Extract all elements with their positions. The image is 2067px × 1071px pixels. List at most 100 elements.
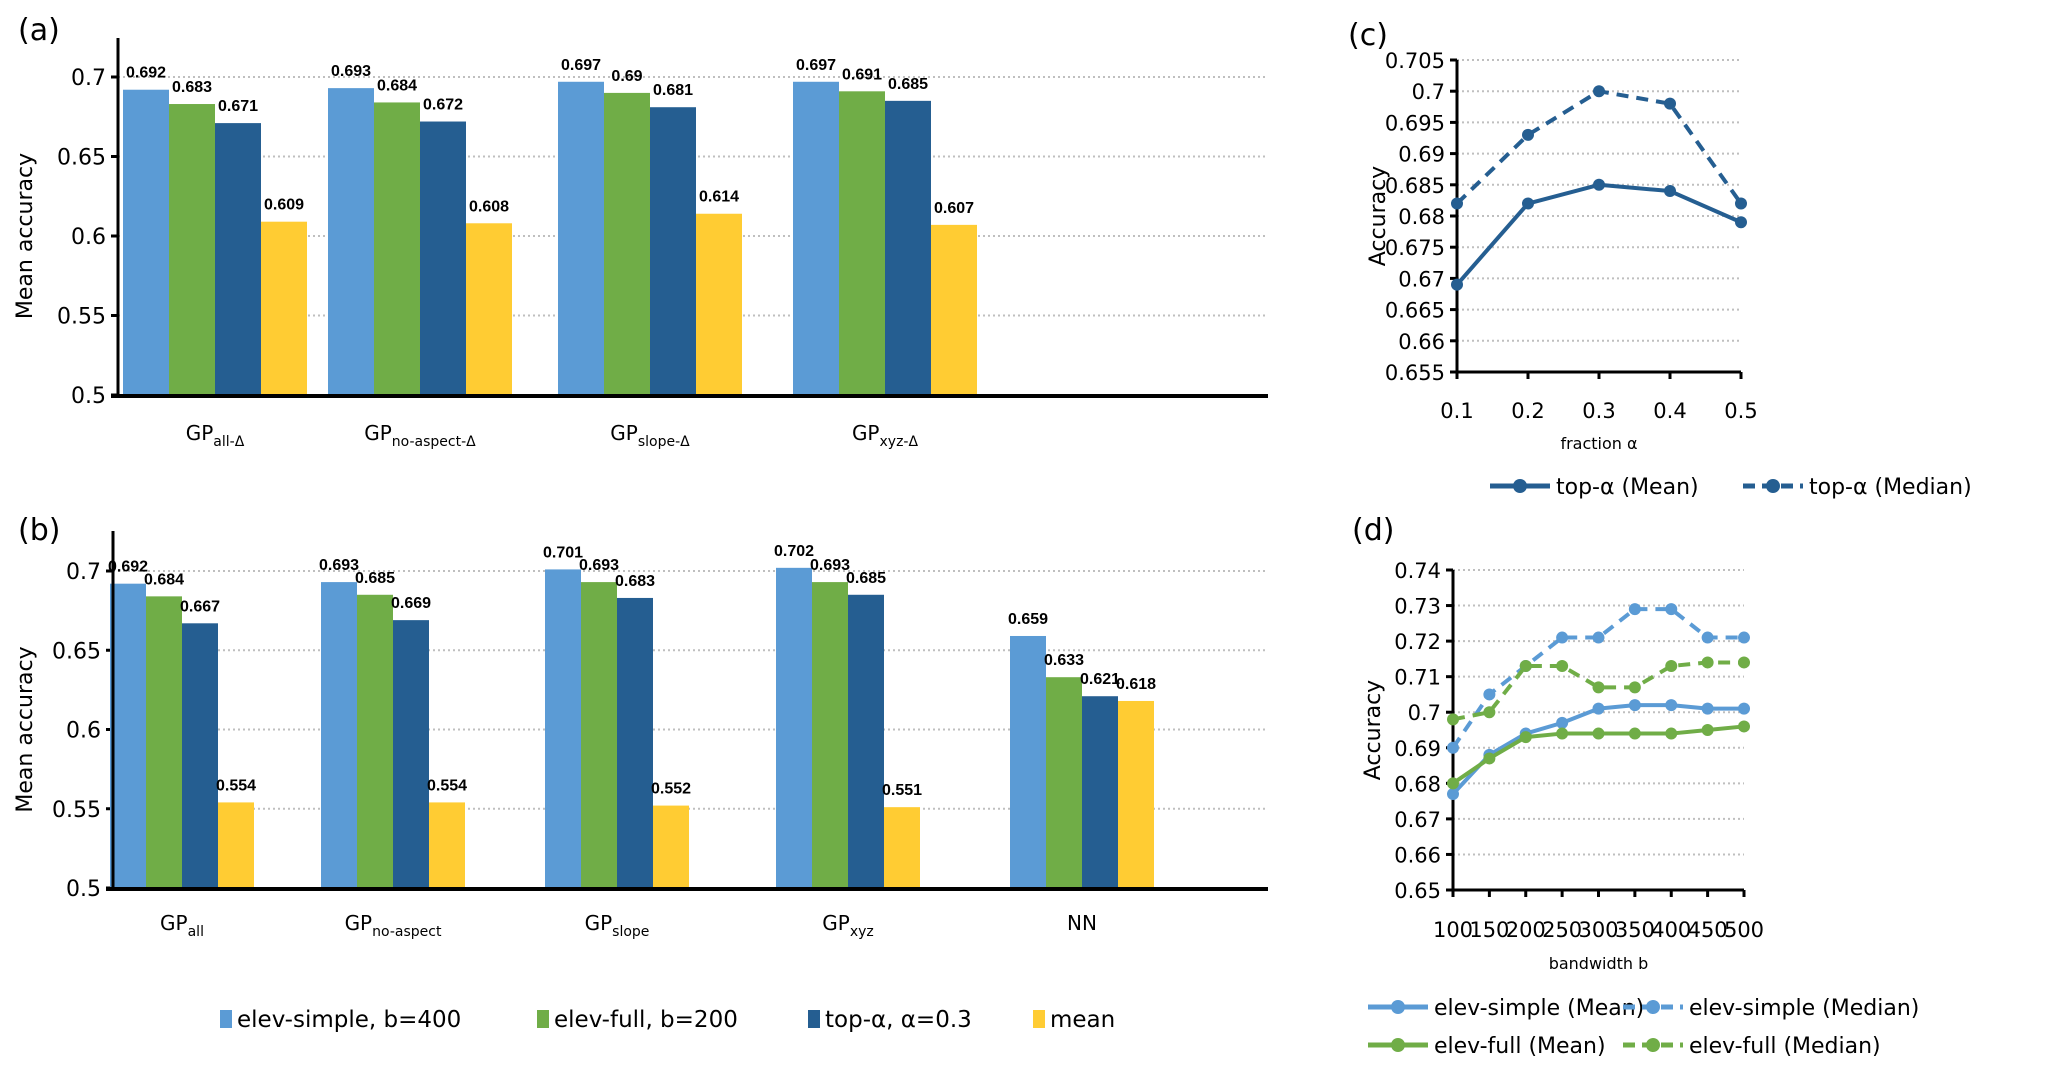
data-label: 0.551 [882,782,922,799]
y-tick-label: 0.5 [66,877,101,902]
category-main: GP [610,421,638,445]
legend-label: top-α (Median) [1809,475,1972,500]
bar [793,81,839,396]
y-axis-title: Mean accuracy [13,646,38,812]
legend-marker [1391,1038,1405,1052]
data-point [1593,85,1605,98]
x-axis-title: fraction α [1560,434,1637,453]
data-point [1592,681,1605,694]
y-tick-label: 0.5 [71,384,106,409]
category-main: NN [1067,911,1097,935]
y-tick-label: 0.65 [52,639,101,664]
data-point [1664,97,1676,110]
data-point [1701,631,1714,644]
category-label: GPall-Δ [186,421,245,450]
category-label: GPslope [585,911,650,940]
y-tick-label: 0.7 [1408,701,1441,725]
panel-c: (c) 0.655 0.66 0.665 0.67 0.675 0.68 0.685 0.69 0… [1348,18,1972,500]
legend-label: top-α, α=0.3 [825,1007,972,1033]
data-point [1522,128,1534,141]
data-point [1593,178,1605,191]
data-label: 0.692 [108,559,148,576]
category-main: GP [345,911,373,935]
data-point [1735,216,1747,229]
bar [581,582,617,888]
data-point [1451,197,1463,210]
legend-label: elev-simple, b=400 [237,1007,461,1033]
data-point [1592,702,1605,715]
category-main: GP [822,911,850,935]
y-tick-label: 0.69 [1394,737,1441,761]
bar [429,802,465,888]
data-point [1665,603,1678,616]
y-tick-label: 0.74 [1394,559,1441,583]
data-point [1738,720,1750,733]
data-label: 0.685 [888,76,928,93]
bar [1118,700,1154,888]
data-label: 0.659 [1008,611,1048,628]
legend-label: top-α (Mean) [1556,475,1699,500]
bar [885,100,931,395]
data-label: 0.683 [615,573,655,590]
data-label: 0.614 [699,189,739,206]
data-point [1522,197,1534,210]
y-tick-label: 0.66 [1398,330,1445,354]
legend-swatch [808,1010,820,1028]
x-axis-title: bandwidth b [1549,954,1649,973]
y-tick-label: 0.665 [1385,299,1445,323]
x-tick-label: 300 [1578,918,1618,942]
bar [357,594,393,888]
category-label: GPxyz [822,911,873,940]
data-label: 0.701 [543,544,583,561]
x-tick-label: 0.4 [1653,399,1686,423]
legend-label: mean [1050,1007,1115,1033]
bar [466,223,512,395]
legend-marker [1766,479,1780,493]
data-label: 0.667 [180,598,220,615]
data-point [1738,702,1750,715]
category-main: GP [160,911,188,935]
y-axis-title: Accuracy [1361,680,1386,780]
data-label: 0.693 [319,557,359,574]
data-point [1735,197,1747,210]
x-tick-label: 200 [1506,918,1546,942]
category-subscript: slope [612,924,649,940]
bar [374,102,420,395]
bar [182,623,218,888]
data-label: 0.683 [172,79,212,96]
data-point [1628,699,1641,712]
y-tick-label: 0.65 [57,146,106,171]
x-tick-label: 150 [1469,918,1509,942]
y-tick-label: 0.695 [1385,111,1445,135]
category-label: GPno-aspect-Δ [364,421,476,450]
panel-label: (c) [1348,18,1388,53]
y-tick-label: 0.68 [1394,772,1441,796]
data-label: 0.697 [796,57,836,74]
bar [110,583,146,888]
y-tick-label: 0.71 [1394,666,1441,690]
bar [650,107,696,396]
data-point [1447,777,1459,790]
category-main: GP [585,911,613,935]
bar [218,802,254,888]
bar [812,582,848,888]
x-tick-label: 0.5 [1724,399,1757,423]
data-point [1628,603,1641,616]
bar [558,81,604,396]
y-tick-label: 0.73 [1394,595,1441,619]
y-tick-label: 0.66 [1394,843,1441,867]
data-point [1447,788,1459,800]
data-label: 0.69 [611,68,642,85]
y-tick-label: 0.68 [1398,205,1445,229]
data-label: 0.669 [391,595,431,612]
data-label: 0.693 [579,557,619,574]
data-label: 0.633 [1044,652,1084,669]
data-label: 0.693 [331,63,371,80]
y-axis-title: Mean accuracy [13,153,38,319]
bar [848,594,884,888]
data-point [1665,699,1678,712]
y-tick-label: 0.67 [1398,267,1445,291]
y-tick-label: 0.6 [71,225,106,250]
data-label: 0.681 [653,82,693,99]
